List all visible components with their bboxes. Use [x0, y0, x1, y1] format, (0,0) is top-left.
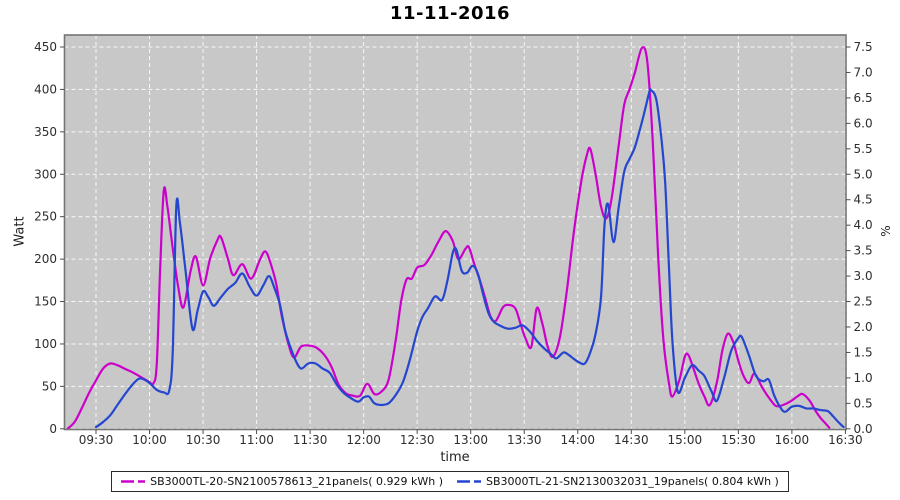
x-axis-tick-label: 12:30: [400, 433, 435, 447]
x-axis-tick-label: 14:30: [614, 433, 649, 447]
legend-item-label: SB3000TL-20-SN2100578613_21panels( 0.929…: [150, 475, 443, 488]
chart-title: 11-11-2016: [389, 3, 511, 24]
x-axis-tick-label: 16:00: [775, 433, 810, 447]
x-axis-label-time: time: [440, 450, 470, 465]
y-axis-tick-label-right: 5.5: [854, 142, 873, 156]
axis-tick-labels: 09:30 10:00 10:30 11:00 11:30 12:00 12:30 13:00…: [34, 40, 873, 447]
y-axis-tick-label-left: 50: [42, 379, 57, 393]
y-axis-tick-label-right: 5.0: [854, 167, 873, 181]
legend-line-sample-magenta: [121, 480, 146, 483]
x-axis-tick-label: 11:00: [239, 433, 274, 447]
y-axis-tick-label-left: 150: [34, 295, 57, 309]
y-axis-tick-label-right: 6.5: [854, 91, 873, 105]
y-axis-tick-label-left: 350: [34, 125, 57, 139]
y-axis-tick-label-right: 4.5: [854, 193, 873, 207]
y-axis-tick-label-right: 4.0: [854, 218, 873, 232]
series-line-sb3000tl-20: [66, 46, 831, 430]
legend-line-sample-blue: [457, 480, 481, 483]
y-axis-tick-label-right: 1.5: [854, 345, 873, 359]
y-axis-label-percent: %: [879, 225, 893, 237]
y-axis-tick-label-right: 3.5: [854, 244, 873, 258]
y-axis-tick-label-right: 2.0: [854, 320, 873, 334]
y-axis-tick-label-left: 450: [34, 40, 57, 54]
legend-item-sb3000tl-21: SB3000TL-21-SN2130032031_19panels( 0.804…: [457, 475, 779, 488]
x-axis-tick-label: 15:30: [721, 433, 756, 447]
legend-item-label: SB3000TL-21-SN2130032031_19panels( 0.804…: [486, 475, 779, 488]
legend-item-sb3000tl-20: SB3000TL-20-SN2100578613_21panels( 0.929…: [121, 475, 443, 488]
x-axis-tick-label: 10:00: [132, 433, 167, 447]
x-axis-tick-label: 15:00: [668, 433, 703, 447]
x-axis-tick-label: 10:30: [186, 433, 221, 447]
x-axis-tick-label: 11:30: [293, 433, 328, 447]
legend-row: SB3000TL-20-SN2100578613_21panels( 0.929…: [0, 471, 900, 492]
plot-border: [63, 34, 847, 431]
y-axis-tick-label-right: 2.5: [854, 295, 873, 309]
y-axis-tick-label-right: 1.0: [854, 371, 873, 385]
x-axis-tick-label: 13:00: [453, 433, 488, 447]
y-axis-tick-label-right: 6.0: [854, 116, 873, 130]
x-axis-tick-label: 09:30: [79, 433, 114, 447]
y-axis-tick-label-right: 0.0: [854, 422, 873, 436]
y-axis-tick-label-left: 250: [34, 210, 57, 224]
y-axis-tick-label-left: 200: [34, 252, 57, 266]
y-axis-tick-label-left: 400: [34, 82, 57, 96]
y-axis-label-watt: Watt: [12, 216, 28, 247]
y-axis-tick-label-right: 7.5: [854, 40, 873, 54]
plot-background: [64, 35, 846, 430]
y-axis-tick-label-right: 7.0: [854, 65, 873, 79]
y-axis-tick-label-right: 3.0: [854, 269, 873, 283]
y-axis-tick-label-right: 0.5: [854, 396, 873, 410]
y-axis-tick-label-left: 300: [34, 167, 57, 181]
x-axis-tick-label: 13:30: [507, 433, 542, 447]
x-axis-tick-label: 12:00: [346, 433, 381, 447]
y-axis-tick-label-left: 100: [34, 337, 57, 351]
y-axis-tick-label-left: 0: [49, 422, 57, 436]
axis-tick-marks: [60, 46, 851, 434]
x-axis-tick-label: 16:30: [828, 433, 863, 447]
legend: SB3000TL-20-SN2100578613_21panels( 0.929…: [111, 471, 789, 492]
series-line-sb3000tl-21: [94, 88, 845, 429]
x-axis-tick-label: 14:00: [560, 433, 595, 447]
